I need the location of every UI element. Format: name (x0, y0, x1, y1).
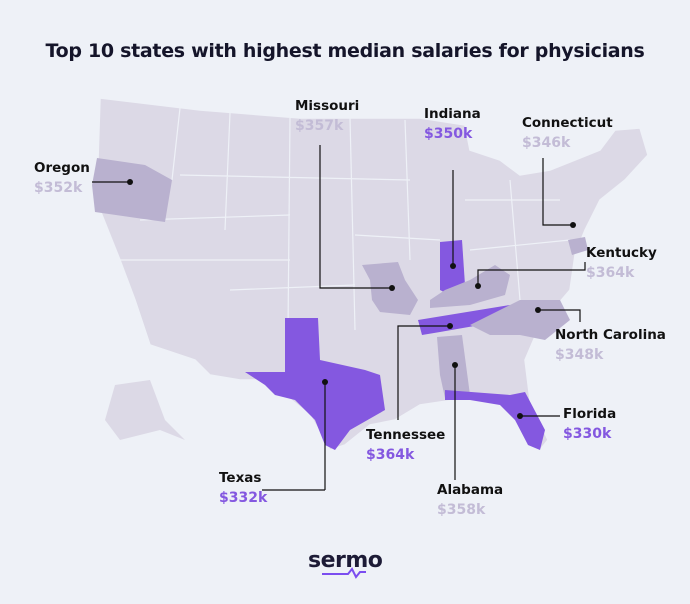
state-oregon (92, 158, 172, 222)
state-kentucky (430, 265, 510, 308)
state-name: Missouri (295, 98, 360, 114)
state-name: North Carolina (555, 327, 666, 343)
logo-underline (322, 567, 366, 579)
state-name: Connecticut (522, 115, 613, 131)
state-connecticut (568, 237, 588, 255)
state-salary: $364k (586, 265, 635, 281)
state-florida (445, 390, 545, 450)
label-texas: Texas $332k (219, 468, 267, 508)
state-borders (120, 107, 571, 331)
state-salary: $348k (555, 347, 604, 363)
state-name: Alabama (437, 482, 504, 498)
state-salary: $332k (219, 490, 268, 506)
leader-dots (127, 179, 576, 419)
state-salary: $358k (437, 502, 486, 518)
label-connecticut: Connecticut $346k (522, 113, 613, 153)
state-name: Oregon (34, 160, 90, 176)
state-name: Tennessee (366, 427, 446, 443)
state-name: Texas (219, 470, 262, 486)
alaska-shape (105, 380, 185, 440)
state-name: Kentucky (586, 245, 657, 261)
state-tennessee (418, 305, 510, 335)
state-salary: $346k (522, 135, 571, 151)
page-title: Top 10 states with highest median salari… (45, 40, 645, 62)
state-name: Indiana (424, 106, 481, 122)
label-north-carolina: North Carolina $348k (555, 325, 666, 365)
state-salary: $357k (295, 118, 344, 134)
label-alabama: Alabama $358k (437, 480, 503, 520)
label-oregon: Oregon $352k (34, 158, 90, 198)
label-tennessee: Tennessee $364k (366, 425, 445, 465)
leader-lines (92, 145, 586, 491)
sermo-logo: sermo (308, 548, 383, 573)
state-name: Florida (563, 406, 617, 422)
label-florida: Florida $330k (563, 404, 616, 444)
label-missouri: Missouri $357k (295, 96, 359, 136)
state-salary: $364k (366, 447, 415, 463)
label-kentucky: Kentucky $364k (586, 243, 657, 283)
state-salary: $352k (34, 180, 83, 196)
state-salary: $330k (563, 426, 612, 442)
state-texas (245, 318, 385, 450)
state-salary: $350k (424, 126, 473, 142)
label-indiana: Indiana $350k (424, 104, 481, 144)
